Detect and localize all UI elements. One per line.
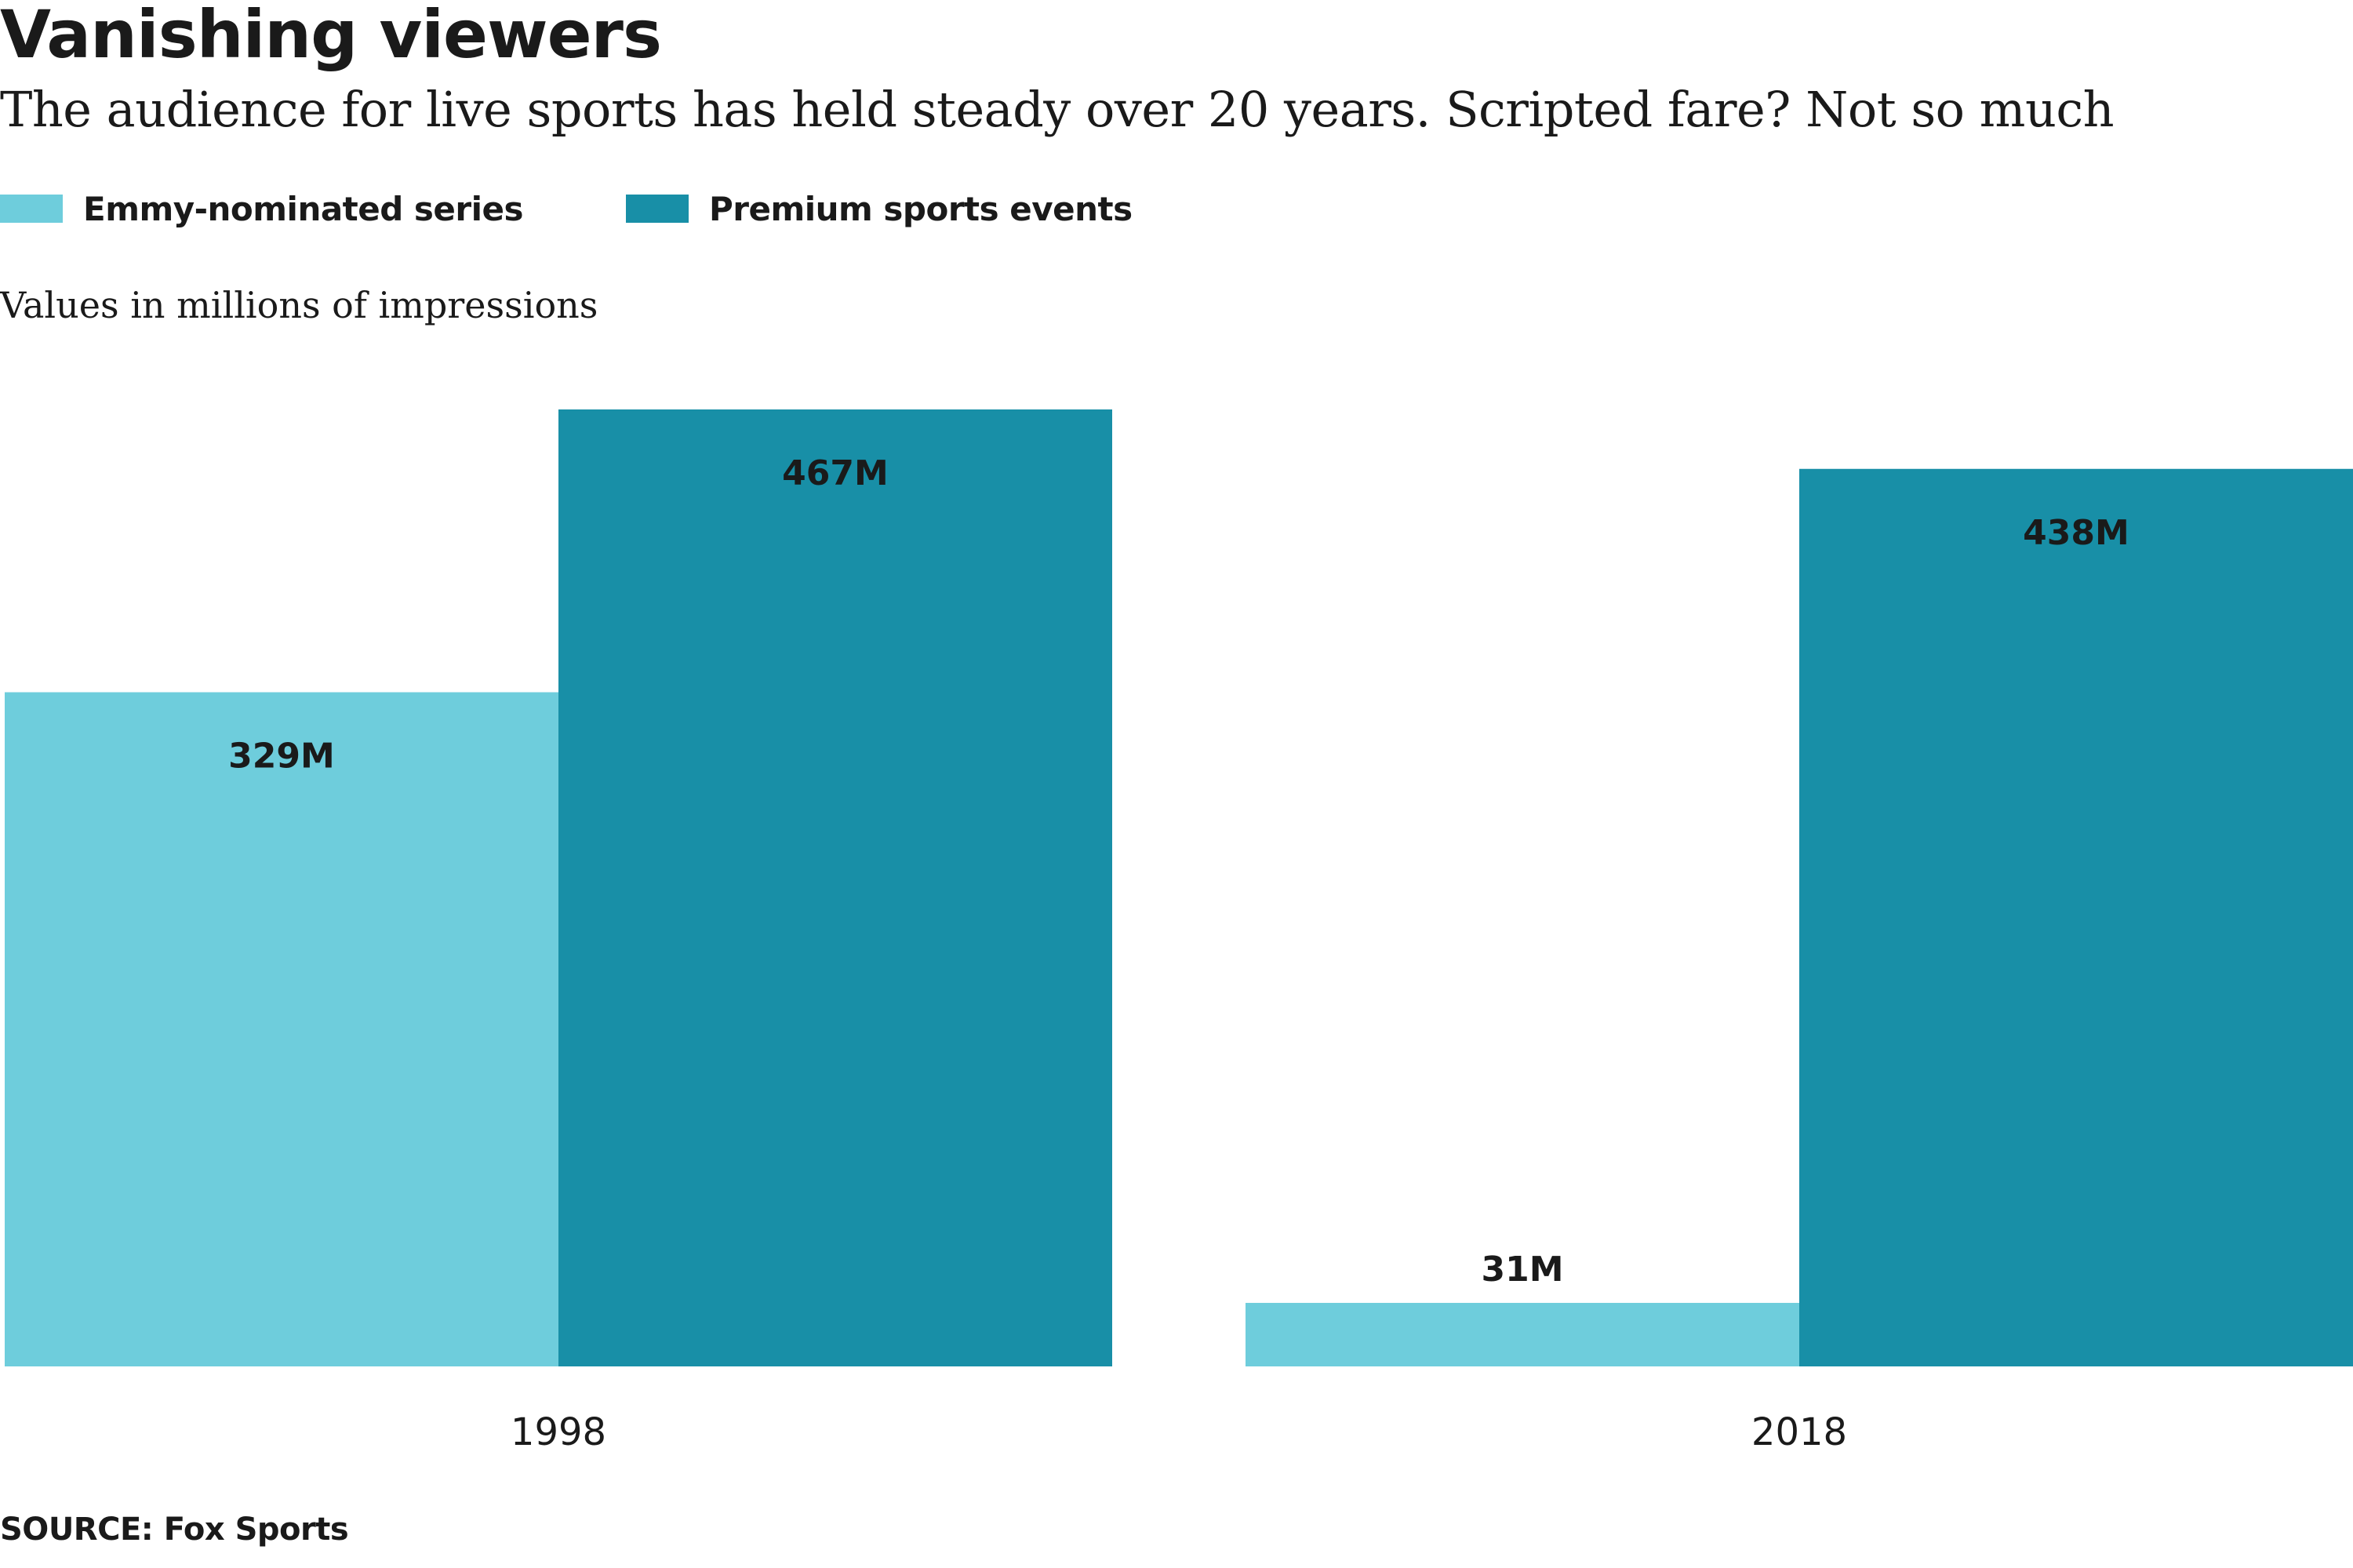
units-note: Values in millions of impressions <box>0 284 598 326</box>
data-label-2018-series-1: 438M <box>2023 513 2129 553</box>
source-note: SOURCE: Fox Sports <box>0 1512 349 1548</box>
bar-2018-series-1 <box>1799 468 2353 1366</box>
legend-item-emmy-series: Emmy-nominated series <box>0 185 524 232</box>
x-tick-label-2018: 2018 <box>1751 1410 1847 1454</box>
data-label-1998-series-0: 329M <box>228 737 335 777</box>
legend-swatch-emmy-series <box>0 195 63 223</box>
bar-1998-series-0 <box>5 692 558 1366</box>
chart-title: Vanishing viewers <box>0 0 662 73</box>
legend-item-sports-events: Premium sports events <box>626 185 1133 232</box>
legend-swatch-sports-events <box>626 195 689 223</box>
data-label-2018-series-0: 31M <box>1481 1250 1563 1290</box>
data-label-1998-series-1: 467M <box>782 453 889 493</box>
chart-subtitle: The audience for live sports has held st… <box>0 81 2115 138</box>
legend-label-emmy-series: Emmy-nominated series <box>83 189 524 228</box>
x-tick-label-1998: 1998 <box>511 1410 606 1454</box>
bar-1998-series-1 <box>558 409 1112 1366</box>
legend-label-sports-events: Premium sports events <box>709 189 1133 228</box>
bar-2018-series-0 <box>1246 1303 1799 1366</box>
